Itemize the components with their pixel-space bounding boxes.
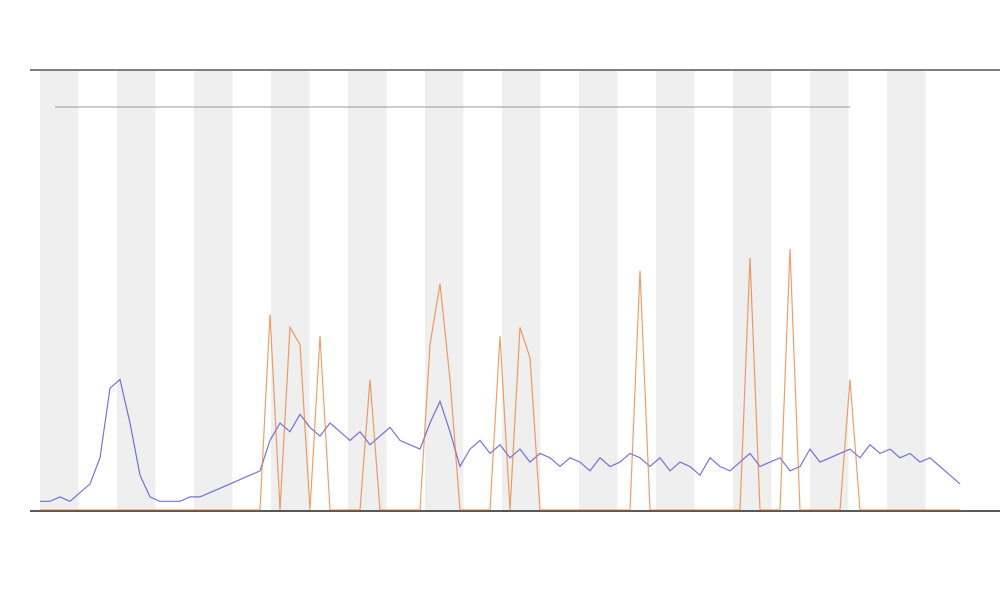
series-line xyxy=(40,378,961,503)
band xyxy=(579,71,618,511)
band xyxy=(40,71,79,511)
series-line xyxy=(40,248,960,511)
band xyxy=(887,71,926,511)
band xyxy=(502,71,541,511)
band xyxy=(117,71,156,511)
band xyxy=(656,71,695,511)
shaded-bands xyxy=(40,71,926,511)
band xyxy=(810,71,849,511)
band xyxy=(425,71,464,511)
band xyxy=(194,71,233,511)
band xyxy=(348,71,387,511)
band xyxy=(271,71,310,511)
band xyxy=(733,71,772,511)
